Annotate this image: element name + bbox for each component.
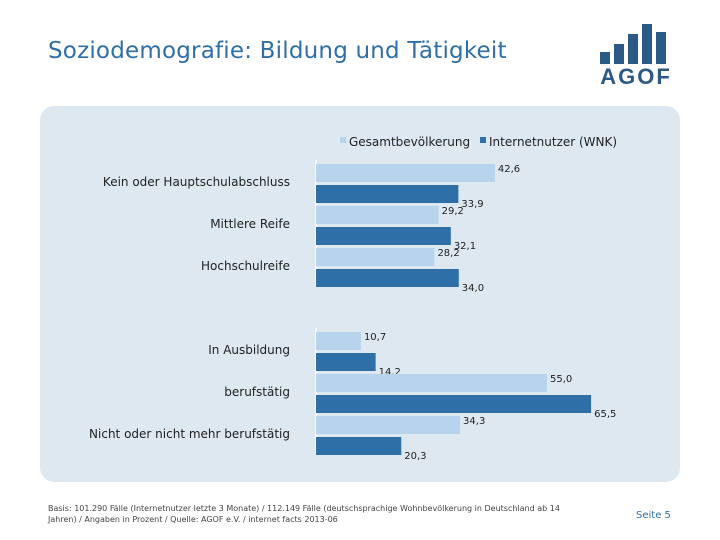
- bar-internetnutzer: [316, 395, 592, 413]
- data-label: 65,5: [594, 409, 616, 420]
- page-title: Soziodemografie: Bildung und Tätigkeit: [48, 38, 507, 64]
- bar-gesamtbevoelkerung: [316, 164, 495, 182]
- bar-internetnutzer: [316, 437, 402, 455]
- data-label: 34,0: [462, 283, 484, 294]
- data-label: 29,2: [442, 206, 464, 217]
- data-label: 20,3: [404, 451, 426, 462]
- logo-bar: [642, 24, 652, 64]
- bar-gesamtbevoelkerung: [316, 416, 461, 434]
- footnote: Basis: 101.290 Fälle (Internetnutzer let…: [48, 504, 560, 524]
- category-label: Hochschulreife: [201, 259, 290, 273]
- data-label: 33,9: [461, 199, 483, 210]
- bar-gesamtbevoelkerung: [316, 206, 439, 224]
- legend-swatch: [340, 137, 346, 143]
- logo-bar: [656, 32, 666, 64]
- legend-label: Gesamtbevölkerung: [349, 135, 470, 149]
- data-label: 34,3: [463, 416, 485, 427]
- category-label: Mittlere Reife: [210, 217, 290, 231]
- page-number: Seite 5: [636, 510, 671, 521]
- bar-chart: Gesamtbevölkerung Internetnutzer (WNK) Kei…: [89, 135, 617, 462]
- data-label: 28,2: [437, 248, 459, 259]
- data-label: 10,7: [364, 332, 386, 343]
- logo-bar: [628, 34, 638, 64]
- bar-internetnutzer: [316, 227, 451, 245]
- category-label: Kein oder Hauptschulabschluss: [103, 175, 290, 189]
- logo-text: AGOF: [600, 64, 672, 89]
- data-label: 32,1: [454, 241, 476, 252]
- bar-gesamtbevoelkerung: [316, 374, 547, 392]
- agof-logo: AGOF: [598, 18, 674, 89]
- logo-bars-icon: [598, 18, 674, 64]
- data-label: 14,2: [379, 367, 401, 378]
- bar-gesamtbevoelkerung: [316, 332, 361, 350]
- logo-bar: [614, 44, 624, 64]
- category-label: berufstätig: [224, 385, 290, 399]
- category-label: In Ausbildung: [208, 343, 290, 357]
- category-label: Nicht oder nicht mehr berufstätig: [89, 427, 290, 441]
- logo-bar: [600, 52, 610, 64]
- bar-internetnutzer: [316, 269, 459, 287]
- data-label: 55,0: [550, 374, 572, 385]
- bar-gesamtbevoelkerung: [316, 248, 435, 266]
- legend-label: Internetnutzer (WNK): [489, 135, 617, 149]
- bar-internetnutzer: [316, 185, 459, 203]
- data-label: 42,6: [498, 164, 520, 175]
- legend-swatch: [480, 137, 486, 143]
- bar-internetnutzer: [316, 353, 376, 371]
